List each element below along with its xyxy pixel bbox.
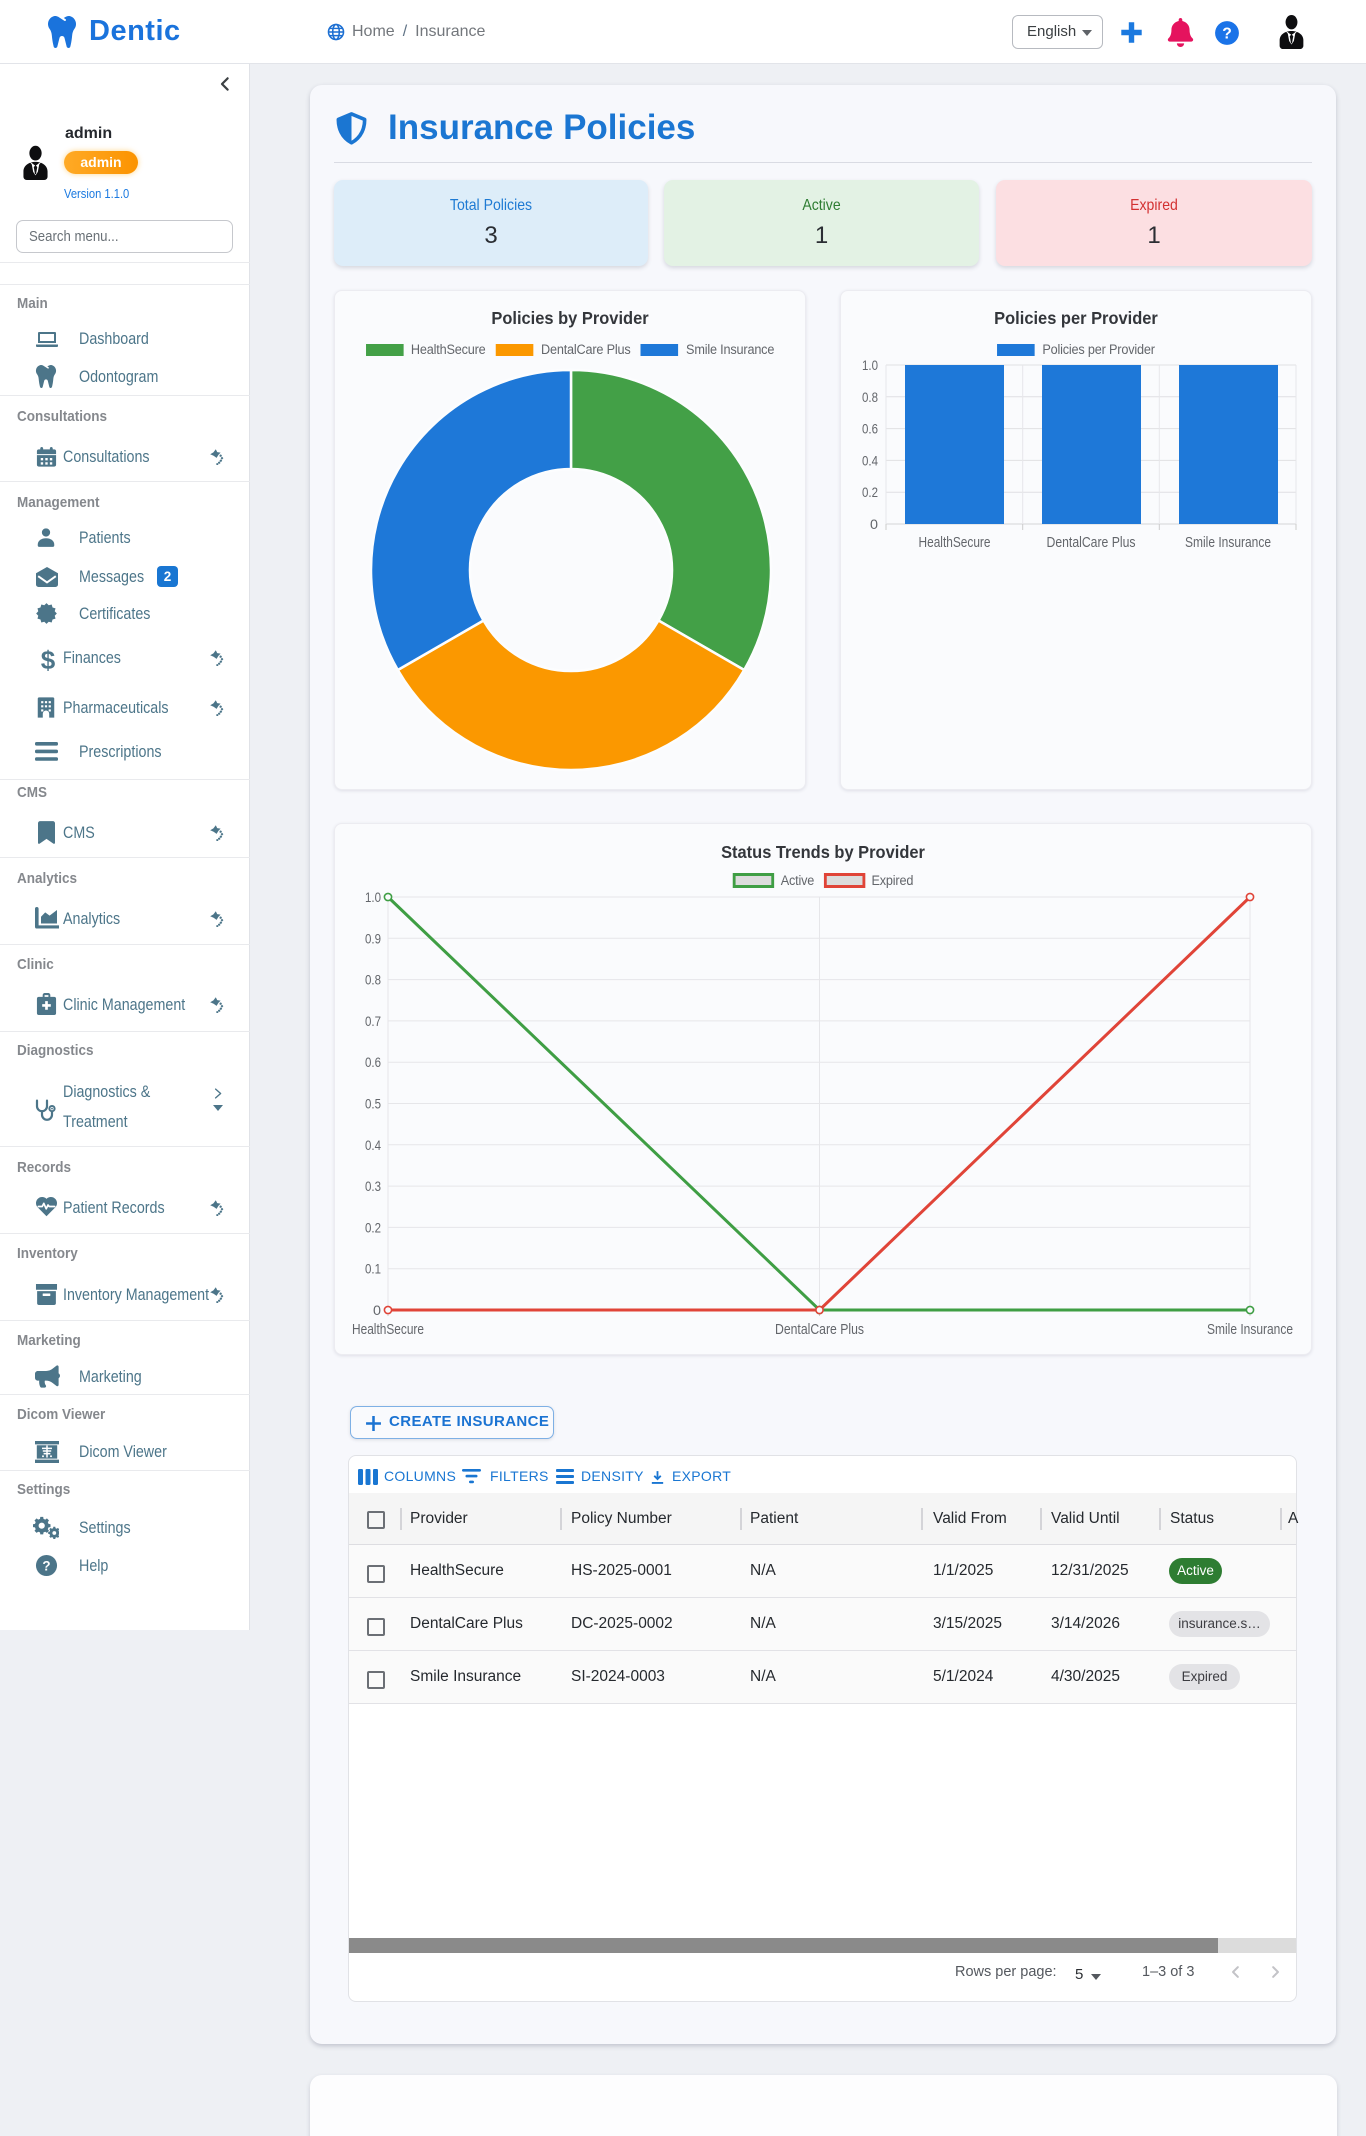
svg-text:0.3: 0.3 (365, 1178, 381, 1194)
svg-text:0.8: 0.8 (365, 972, 381, 988)
svg-text:$: $ (41, 646, 56, 674)
svg-text:DentalCare Plus: DentalCare Plus (1047, 534, 1136, 551)
svg-text:0: 0 (870, 516, 878, 532)
svg-text:?: ? (1222, 26, 1232, 43)
svg-text:0.2: 0.2 (365, 1219, 381, 1235)
svg-text:0.2: 0.2 (862, 484, 878, 500)
svg-text:Smile Insurance: Smile Insurance (1207, 1321, 1293, 1338)
svg-text:0.5: 0.5 (365, 1096, 381, 1112)
svg-text:0.8: 0.8 (862, 389, 878, 405)
svg-text:0.6: 0.6 (365, 1054, 381, 1070)
svg-text:HealthSecure: HealthSecure (919, 534, 991, 551)
svg-text:0: 0 (373, 1302, 381, 1318)
svg-text:?: ? (42, 1558, 50, 1573)
svg-text:Smile Insurance: Smile Insurance (1185, 534, 1271, 551)
svg-text:DentalCare Plus: DentalCare Plus (775, 1321, 864, 1338)
svg-text:1.0: 1.0 (862, 357, 878, 373)
svg-text:0.4: 0.4 (862, 452, 878, 468)
svg-text:0.6: 0.6 (862, 421, 878, 437)
svg-text:0.7: 0.7 (365, 1013, 381, 1029)
svg-text:0.4: 0.4 (365, 1137, 381, 1153)
svg-text:1.0: 1.0 (365, 890, 381, 905)
svg-text:0.1: 0.1 (365, 1261, 381, 1277)
svg-text:HealthSecure: HealthSecure (352, 1321, 424, 1338)
svg-text:0.9: 0.9 (365, 930, 381, 946)
